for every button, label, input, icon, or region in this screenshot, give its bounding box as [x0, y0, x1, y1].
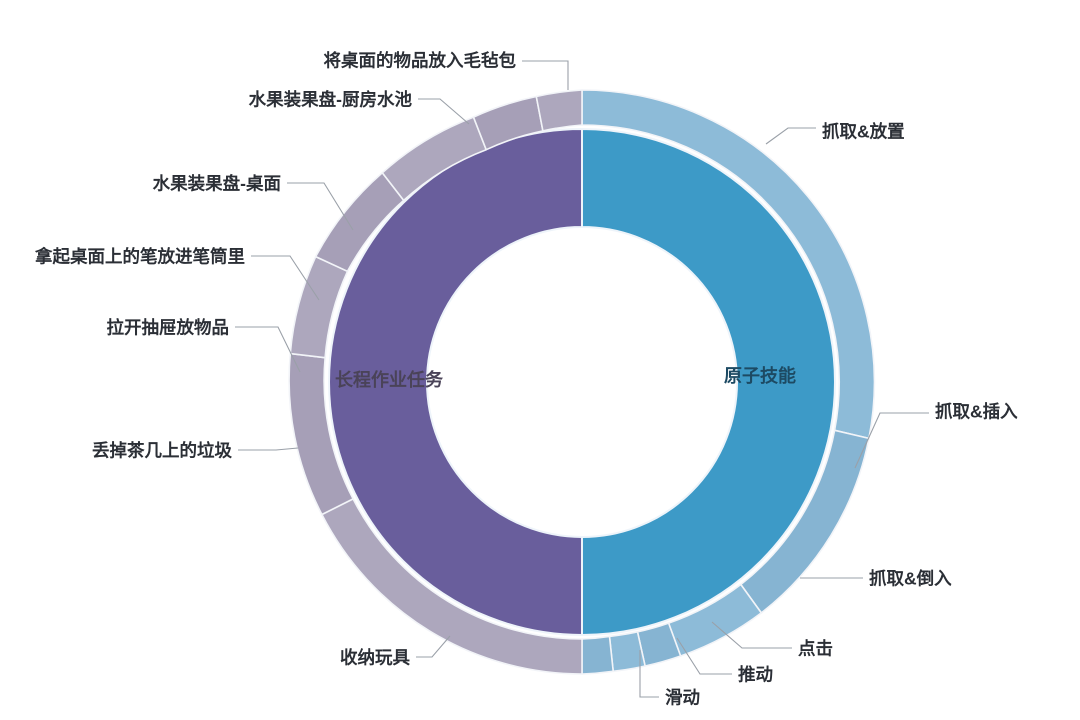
- leader-trash-coffee-table: [238, 447, 299, 451]
- label-grasp-insert: 抓取&插入: [935, 402, 1018, 422]
- label-fruit-plate-sink: 水果装果盘-厨房水池: [249, 90, 413, 110]
- leader-slide: [639, 650, 659, 698]
- leader-push: [676, 637, 732, 675]
- label-trash-coffee-table: 丢掉茶几上的垃圾: [92, 441, 232, 461]
- leader-grasp-place: [765, 127, 816, 145]
- outer-segment-slide[interactable]: [581, 635, 614, 675]
- label-push: 推动: [738, 665, 773, 685]
- leader-fruit-plate-table: [287, 182, 354, 231]
- label-grasp-place: 抓取&放置: [822, 122, 905, 142]
- inner-ring: [328, 128, 836, 636]
- leader-fruit-plate-sink: [418, 98, 470, 125]
- label-click: 点击: [798, 639, 833, 659]
- label-store-toys: 收纳玩具: [340, 648, 410, 668]
- leader-grasp-insert: [854, 412, 929, 469]
- label-fruit-plate-table: 水果装果盘-桌面: [153, 174, 281, 194]
- label-open-drawer: 拉开抽屉放物品: [107, 318, 230, 338]
- label-long-horizon-tasks: 长程作业任务: [335, 369, 444, 390]
- outer-segment-items-to-felt-bag[interactable]: [535, 89, 583, 132]
- leader-open-drawer: [235, 326, 301, 373]
- label-atomic-skills: 原子技能: [724, 365, 796, 386]
- leader-click: [711, 621, 792, 649]
- leader-store-toys: [416, 635, 451, 658]
- leader-lines: [235, 60, 929, 698]
- leader-pen-to-holder: [251, 255, 320, 301]
- inner-labels: 原子技能 长程作业任务: [335, 365, 796, 390]
- label-grasp-pour: 抓取&倒入: [869, 569, 952, 589]
- inner-segment-atomic-skills[interactable]: [581, 128, 836, 636]
- label-slide: 滑动: [665, 688, 700, 708]
- outer-labels: 抓取&放置 抓取&插入 抓取&倒入 点击 推动 滑动 收纳玩具 丢掉茶几上的垃圾…: [34, 51, 1018, 708]
- leader-items-to-felt-bag: [522, 60, 569, 90]
- label-pen-to-holder: 拿起桌面上的笔放进笔筒里: [34, 247, 245, 267]
- label-items-to-felt-bag: 将桌面的物品放入毛毡包: [324, 51, 517, 71]
